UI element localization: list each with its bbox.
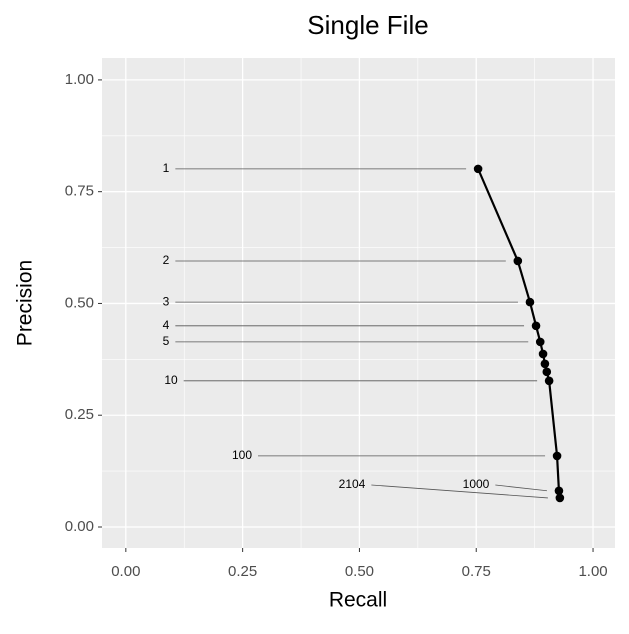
x-tick-label: 0.75 xyxy=(462,563,491,580)
point xyxy=(555,493,565,503)
point xyxy=(513,256,523,266)
point-label: 3 xyxy=(163,294,170,308)
point xyxy=(544,376,554,386)
x-tick-label: 0.25 xyxy=(228,563,257,580)
point xyxy=(473,164,483,174)
x-tick-label: 0.50 xyxy=(345,563,374,580)
y-tick-label: 0.75 xyxy=(65,183,94,200)
x-tick-label: 0.00 xyxy=(111,563,140,580)
point-label: 1 xyxy=(163,161,170,175)
point xyxy=(535,337,545,347)
x-axis-title: Recall xyxy=(329,589,387,612)
y-tick-label: 1.00 xyxy=(65,71,94,88)
point xyxy=(531,321,541,331)
x-tick-label: 1.00 xyxy=(578,563,607,580)
point xyxy=(525,297,535,307)
point-label: 2104 xyxy=(339,477,366,491)
y-tick-label: 0.00 xyxy=(65,518,94,535)
chart-title: Single File xyxy=(307,10,428,40)
point xyxy=(554,486,564,496)
point-label: 5 xyxy=(163,334,170,348)
label-connector xyxy=(495,484,547,492)
y-tick-label: 0.25 xyxy=(65,406,94,423)
label-connector xyxy=(371,484,548,499)
y-tick-label: 0.50 xyxy=(65,294,94,311)
point-label: 10 xyxy=(164,373,178,387)
point xyxy=(538,349,548,359)
point-label: 2 xyxy=(163,253,170,267)
line xyxy=(477,168,561,499)
point-label: 4 xyxy=(163,318,170,332)
point-label: 100 xyxy=(232,448,252,462)
point xyxy=(542,367,552,377)
point xyxy=(540,359,550,369)
point-label: 1000 xyxy=(463,477,490,491)
y-axis-title: Precision xyxy=(14,260,37,346)
point xyxy=(552,451,562,461)
